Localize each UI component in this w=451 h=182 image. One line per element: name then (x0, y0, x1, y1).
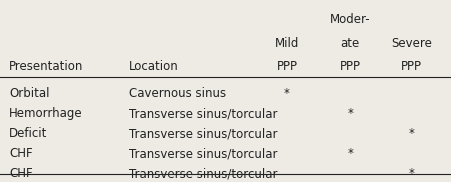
Text: CHF: CHF (9, 167, 32, 180)
Text: Cavernous sinus: Cavernous sinus (129, 87, 226, 100)
Text: ate: ate (340, 37, 359, 50)
Text: Transverse sinus/torcular: Transverse sinus/torcular (129, 147, 277, 160)
Text: Hemorrhage: Hemorrhage (9, 107, 83, 120)
Text: PPP: PPP (339, 60, 360, 73)
Text: Mild: Mild (274, 37, 299, 50)
Text: *: * (284, 87, 289, 100)
Text: *: * (408, 127, 413, 140)
Text: Moder-: Moder- (329, 13, 370, 26)
Text: PPP: PPP (400, 60, 421, 73)
Text: Severe: Severe (390, 37, 431, 50)
Text: Location: Location (129, 60, 178, 73)
Text: *: * (347, 107, 352, 120)
Text: Transverse sinus/torcular: Transverse sinus/torcular (129, 127, 277, 140)
Text: Orbital: Orbital (9, 87, 50, 100)
Text: *: * (408, 167, 413, 180)
Text: PPP: PPP (276, 60, 297, 73)
Text: *: * (347, 147, 352, 160)
Text: Transverse sinus/torcular: Transverse sinus/torcular (129, 107, 277, 120)
Text: Deficit: Deficit (9, 127, 47, 140)
Text: CHF: CHF (9, 147, 32, 160)
Text: Transverse sinus/torcular: Transverse sinus/torcular (129, 167, 277, 180)
Text: Presentation: Presentation (9, 60, 83, 73)
